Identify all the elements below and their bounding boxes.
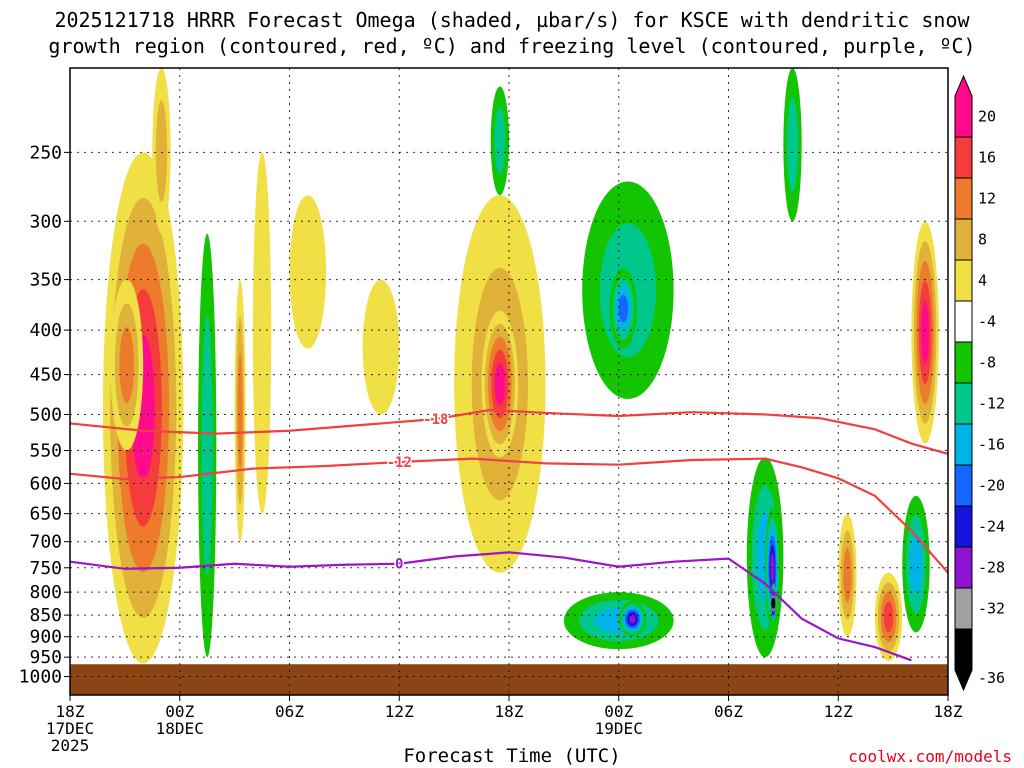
x-tick-label-30-0: 00Z bbox=[604, 702, 633, 721]
x-tick-label-42-0: 12Z bbox=[824, 702, 853, 721]
freezing-level-contour bbox=[70, 551, 912, 662]
x-tick-label-24-0: 18Z bbox=[495, 702, 524, 721]
dgz-contour-0-label: -18 bbox=[423, 412, 448, 428]
dgz-contour-1-label: -12 bbox=[387, 455, 412, 471]
omega-region-12-level-16 bbox=[618, 294, 629, 323]
omega-region-22-level-16 bbox=[883, 601, 894, 633]
y-tick-label-250: 250 bbox=[29, 142, 62, 163]
colorbar-label-5: -4 bbox=[978, 313, 996, 331]
colorbar-label-7: -12 bbox=[978, 395, 1005, 413]
colorbar-swatch-10 bbox=[954, 505, 973, 548]
x-tick-label-6-0: 00Z bbox=[165, 702, 194, 721]
omega-region-19-level-12 bbox=[843, 547, 852, 603]
y-tick-label-550: 550 bbox=[29, 441, 62, 462]
y-tick-label-750: 750 bbox=[29, 558, 62, 579]
colorbar-label-3: 8 bbox=[978, 231, 987, 249]
colorbar-label-11: -28 bbox=[978, 559, 1005, 577]
x-tick-label-6-1: 18DEC bbox=[156, 719, 204, 738]
source-credit: coolwx.com/models bbox=[848, 747, 1012, 766]
chart-title-line2: growth region (contoured, red, ºC) and f… bbox=[48, 34, 976, 58]
y-tick-label-500: 500 bbox=[29, 404, 62, 425]
omega-region-2-level-8 bbox=[155, 99, 168, 202]
y-tick-label-450: 450 bbox=[29, 365, 62, 386]
x-tick-label-30-1: 19DEC bbox=[595, 719, 643, 738]
colorbar-label-1: 16 bbox=[978, 149, 996, 167]
colorbar-swatch-3 bbox=[954, 218, 973, 261]
y-tick-label-350: 350 bbox=[29, 270, 62, 291]
colorbar-swatch-13 bbox=[954, 628, 973, 692]
chart-title-line1: 2025121718 HRRR Forecast Omega (shaded, … bbox=[54, 8, 970, 32]
omega-region-3-level-8 bbox=[201, 315, 213, 576]
colorbar-swatch-6 bbox=[954, 341, 973, 384]
x-tick-label-12-0: 06Z bbox=[275, 702, 304, 721]
colorbar-swatch-11 bbox=[954, 546, 973, 589]
y-tick-label-400: 400 bbox=[29, 320, 62, 341]
omega-region-6-level-4 bbox=[289, 195, 327, 349]
colorbar-swatch-5 bbox=[954, 300, 973, 343]
colorbar-swatch-9 bbox=[954, 464, 973, 507]
colorbar-label-8: -16 bbox=[978, 436, 1005, 454]
x-tick-label-36-0: 06Z bbox=[714, 702, 743, 721]
x-tick-label-0-1: 17DEC bbox=[46, 719, 94, 738]
colorbar-swatch-12 bbox=[954, 587, 973, 630]
omega-region-5-level-4 bbox=[252, 152, 272, 514]
y-tick-label-650: 650 bbox=[29, 504, 62, 525]
y-tick-label-800: 800 bbox=[29, 582, 62, 603]
y-tick-label-900: 900 bbox=[29, 627, 62, 648]
x-tick-label-0-0: 18Z bbox=[56, 702, 85, 721]
colorbar-swatch-7 bbox=[954, 382, 973, 425]
colorbar-label-13: -36 bbox=[978, 669, 1005, 687]
colorbar-label-12: -32 bbox=[978, 600, 1005, 618]
omega-region-1-level-12 bbox=[119, 327, 135, 404]
omega-region-9-level-20 bbox=[494, 363, 506, 405]
omega-region-14-level-24 bbox=[629, 614, 636, 624]
omega-region-17-level-36 bbox=[771, 599, 776, 607]
y-tick-label-850: 850 bbox=[29, 605, 62, 626]
colorbar-label-4: 4 bbox=[978, 272, 987, 290]
y-tick-label-300: 300 bbox=[29, 211, 62, 232]
colorbar-swatch-0 bbox=[954, 74, 973, 138]
colorbar-label-10: -24 bbox=[978, 518, 1005, 536]
omega-region-4-level-12 bbox=[237, 352, 243, 469]
x-tick-label-0-2: 2025 bbox=[51, 736, 90, 755]
x-axis-title: Forecast Time (UTC) bbox=[403, 745, 621, 767]
colorbar-swatch-1 bbox=[954, 136, 973, 179]
x-tick-label-18-0: 12Z bbox=[385, 702, 414, 721]
x-tick-label-48-0: 18Z bbox=[934, 702, 963, 721]
terrain-fill bbox=[70, 664, 948, 695]
y-tick-label-950: 950 bbox=[29, 647, 62, 668]
omega-region-10-level-8 bbox=[494, 107, 506, 175]
y-tick-label-700: 700 bbox=[29, 532, 62, 553]
colorbar-label-0: 20 bbox=[978, 108, 996, 126]
omega-region-20-level-20 bbox=[921, 300, 930, 365]
colorbar-label-9: -20 bbox=[978, 477, 1005, 495]
colorbar-swatch-2 bbox=[954, 177, 973, 220]
omega-region-18-level-8 bbox=[786, 97, 799, 192]
y-tick-label-600: 600 bbox=[29, 473, 62, 494]
colorbar-swatch-4 bbox=[954, 259, 973, 302]
dgz-contour-0 bbox=[70, 408, 948, 455]
colorbar-label-2: 12 bbox=[978, 190, 996, 208]
omega-region-21-level-12 bbox=[909, 533, 923, 595]
freezing-level-contour-label: 0 bbox=[395, 557, 403, 573]
colorbar-swatch-8 bbox=[954, 423, 973, 466]
y-tick-label-1000: 1000 bbox=[19, 667, 62, 688]
omega-region-16-level-24 bbox=[770, 553, 775, 583]
dgz-contour-1 bbox=[70, 457, 948, 574]
colorbar-label-6: -8 bbox=[978, 354, 996, 372]
omega-region-7-level-4 bbox=[362, 279, 400, 415]
